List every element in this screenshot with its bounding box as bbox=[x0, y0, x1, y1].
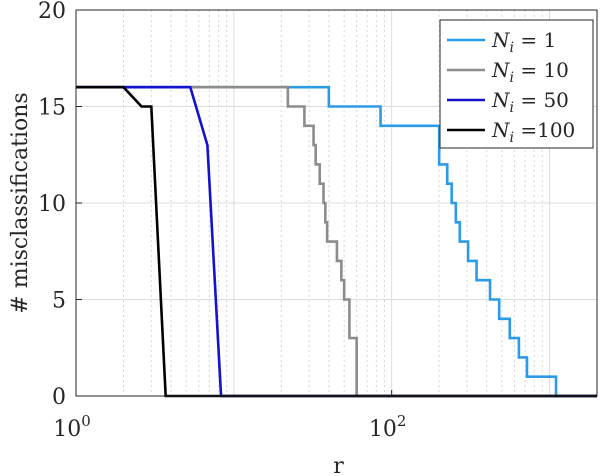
y-tick-label: 20 bbox=[38, 0, 66, 24]
legend-label: Ni = 50 bbox=[491, 88, 569, 116]
legend-label: Ni = 10 bbox=[491, 58, 569, 86]
x-tick-label: 102 bbox=[369, 412, 407, 442]
y-tick-label: 10 bbox=[38, 192, 66, 217]
legend-label: Ni = 1 bbox=[491, 28, 556, 56]
x-tick-label: 100 bbox=[53, 412, 91, 442]
legend-box bbox=[439, 19, 594, 149]
legend-label: Ni =100 bbox=[491, 118, 575, 146]
y-tick-label: 5 bbox=[52, 289, 66, 314]
y-tick-label: 0 bbox=[52, 385, 66, 410]
y-axis-label: # misclassifications bbox=[8, 92, 33, 313]
y-tick-label: 15 bbox=[38, 96, 66, 121]
series-line-1 bbox=[76, 85, 597, 398]
x-axis-label: r bbox=[333, 454, 344, 476]
series-line-2 bbox=[76, 85, 597, 398]
ticks: 0 5 10 15 20 100 102 bbox=[38, 0, 406, 442]
